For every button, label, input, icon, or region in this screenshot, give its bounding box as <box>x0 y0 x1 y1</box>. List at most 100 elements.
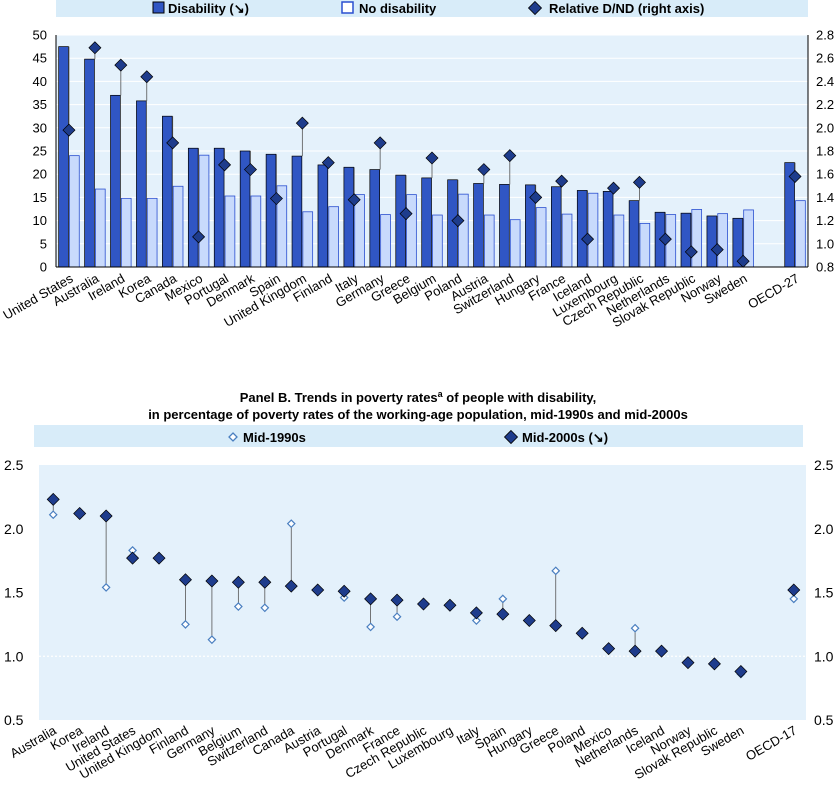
marker-mid2000s-australia <box>46 492 60 506</box>
bar-no-disability-united-kingdom <box>302 211 314 268</box>
marker-mid2000s-finland <box>178 573 192 587</box>
marker-mid2000s-austria <box>311 583 325 597</box>
ratio-marker-luxembourg <box>607 181 621 195</box>
panel-a-right-tick-label: 2.6 <box>816 51 834 66</box>
marker-mid1990s-switzerland <box>260 603 270 613</box>
panel-a-right-tick-label: 2.2 <box>816 97 834 112</box>
bar-no-disability-mexico <box>198 154 210 268</box>
ratio-marker-czech-republic <box>632 175 646 189</box>
bar-no-disability-ireland <box>120 197 132 268</box>
panel-b-left-tick-label: 1.5 <box>4 585 24 601</box>
ratio-marker-switzerland <box>503 149 517 163</box>
marker-mid1990s-australia <box>48 510 58 520</box>
bar-no-disability-united-states <box>69 155 80 268</box>
panel-a-right-tick-label: 1.4 <box>816 190 834 205</box>
ratio-marker-hungary <box>529 190 543 204</box>
ratio-marker-united-states <box>62 123 76 137</box>
bar-no-disability-switzerland <box>509 219 521 268</box>
panel-b-title-line1-rest: of people with disability, <box>443 390 597 405</box>
panel-a-left-tick-labels: 0 5 10 15 20 25 30 35 40 45 50 <box>33 28 47 275</box>
legend-no-disability-swatch <box>341 1 354 14</box>
bar-no-disability-australia <box>94 188 106 268</box>
bar-disability-luxembourg <box>602 191 614 268</box>
panel-a-right-tick-label: 2.0 <box>816 120 834 135</box>
panel-a-left-tick-label: 20 <box>33 167 47 182</box>
panel-a-left-tick-label: 5 <box>40 236 47 251</box>
ratio-marker-slovak-republic <box>684 245 698 259</box>
marker-mid2000s-switzerland <box>258 575 272 589</box>
legend-disability-label: Disability (↘) <box>168 1 249 16</box>
bar-no-disability-slovak-republic <box>691 209 703 268</box>
marker-mid1990s-greece <box>551 566 561 576</box>
panel-a-legend-box <box>56 0 808 17</box>
legend-ratio-diamond-icon <box>527 0 543 16</box>
marker-mid1990s-italy <box>471 616 481 625</box>
panel-b-plot-area <box>39 465 806 720</box>
bar-no-disability-norway <box>717 213 728 268</box>
bar-disability-austria <box>473 183 484 268</box>
ratio-marker-netherlands <box>658 232 672 246</box>
bar-no-disability-france <box>561 213 573 268</box>
panel-b-right-tick-label: 1.0 <box>814 648 834 664</box>
marker-mid1990s-belgium <box>233 602 243 611</box>
marker-mid2000s-portugal <box>337 584 351 598</box>
marker-mid2000s-korea <box>73 506 87 520</box>
panel-a-right-tick-label: 1.6 <box>816 167 834 182</box>
marker-mid2000s-luxembourg <box>443 598 457 612</box>
ratio-marker-austria <box>477 163 491 177</box>
marker-mid2000s-poland <box>575 626 589 640</box>
panel-a-left-tick-label: 35 <box>33 97 47 112</box>
marker-mid1990s-ireland <box>101 582 111 592</box>
marker-mid2000s-iceland <box>655 644 669 658</box>
marker-mid2000s-spain <box>496 607 510 621</box>
panel-a-right-tick-label: 0.8 <box>816 260 834 275</box>
ratio-marker-belgium <box>425 151 439 165</box>
panel-a-left-tick-label: 15 <box>33 190 47 205</box>
marker-mid2000s-italy <box>469 606 483 620</box>
bar-disability-france <box>551 186 562 268</box>
panel-b-markers <box>46 492 801 679</box>
bar-disability-iceland <box>576 190 588 268</box>
marker-mid1990s-germany <box>207 635 217 645</box>
bar-no-disability-greece <box>406 194 417 268</box>
bar-no-disability-denmark <box>250 195 262 268</box>
ratio-marker-italy <box>347 193 361 207</box>
panel-b-chart: Panel B. Trends in poverty ratesa of peo… <box>4 389 834 782</box>
panel-b-title-line1: Panel B. Trends in poverty ratesa of peo… <box>240 389 597 405</box>
panel-a-right-tick-label: 1.0 <box>816 236 834 251</box>
ratio-marker-oecd-27 <box>788 170 802 184</box>
marker-mid2000s-canada <box>284 579 298 593</box>
marker-mid2000s-slovak-republic <box>707 657 721 671</box>
panel-a-left-tick-label: 25 <box>33 144 47 159</box>
panel-a-right-tick-label: 2.8 <box>816 28 834 43</box>
marker-mid2000s-sweden <box>734 665 748 679</box>
legend-mid2000s-diamond-icon <box>503 429 519 445</box>
marker-mid2000s-denmark <box>364 592 378 606</box>
bar-disability-australia <box>84 58 95 268</box>
marker-mid2000s-belgium <box>231 575 245 589</box>
bar-disability-italy <box>343 166 355 268</box>
panel-a-chart: Disability (↘) No disability Relative D/… <box>0 0 834 330</box>
marker-mid2000s-netherlands <box>628 644 642 658</box>
marker-mid2000s-mexico <box>602 642 616 656</box>
marker-mid1990s-denmark <box>366 622 376 632</box>
bar-disability-finland <box>317 164 329 268</box>
marker-mid1990s-canada <box>286 519 296 529</box>
marker-mid2000s-czech-republic <box>417 597 430 611</box>
bar-disability-korea <box>136 100 147 268</box>
ratio-marker-denmark <box>243 163 257 177</box>
panel-b-right-tick-label: 2.5 <box>814 457 834 473</box>
bar-no-disability-germany <box>380 214 391 268</box>
panel-a-ratio-markers <box>62 41 802 268</box>
marker-mid2000s-greece <box>549 619 563 633</box>
panel-b-left-tick-labels: 0.5 1.0 1.5 2.0 2.5 <box>4 457 24 728</box>
panel-a-label-oecd-27: OECD-27 <box>745 271 801 312</box>
ratio-marker-germany <box>373 136 387 150</box>
panel-a-left-tick-label: 30 <box>33 120 47 135</box>
legend-mid1990s-label: Mid-1990s <box>243 430 306 445</box>
bar-disability-slovak-republic <box>680 212 692 268</box>
bar-no-disability-poland <box>458 193 469 268</box>
panel-b-right-tick-labels: 0.5 1.0 1.5 2.0 2.5 <box>814 457 834 728</box>
